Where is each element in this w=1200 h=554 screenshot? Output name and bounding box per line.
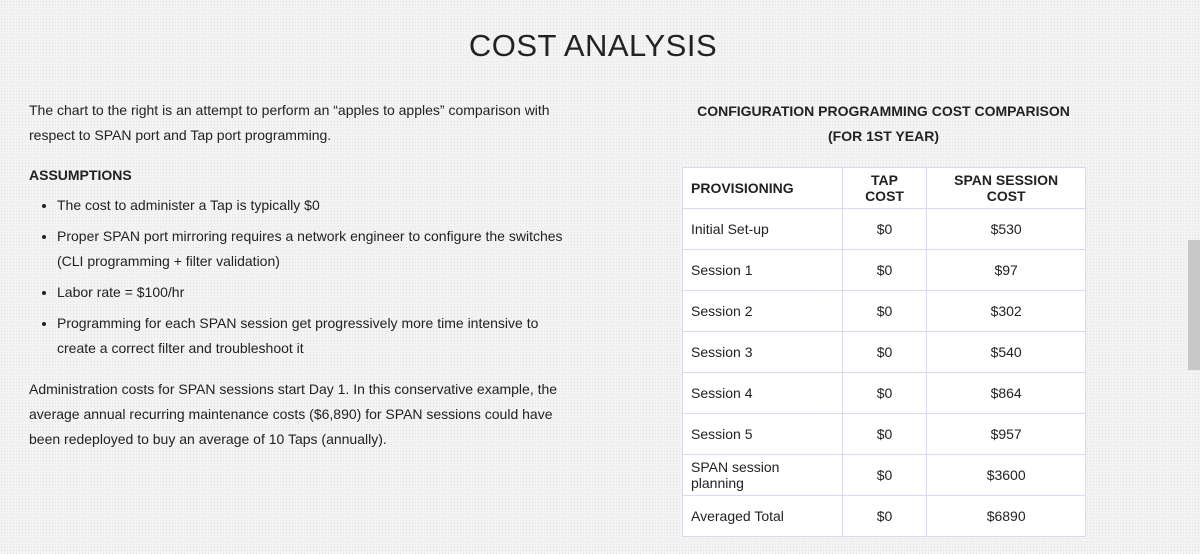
intro: The chart to the right is an attempt to … [29, 102, 550, 143]
table-title-line: (FOR 1ST YEAR) [828, 128, 939, 144]
table-row: Session 2 $0 $302 [682, 290, 1086, 332]
table-cell: $0 [841, 454, 928, 496]
page-title: COST ANALYSIS [468, 28, 718, 63]
header-cell: TAP COST [841, 167, 928, 209]
assumption: The cost to administer a Tap is typicall… [57, 193, 574, 218]
table-cell: Session 4 [682, 372, 843, 414]
left-column: The chart to the right is an attempt to … [29, 98, 574, 467]
header-row: PROVISIONING TAP COST SPAN SESSION COST [682, 167, 1086, 209]
table-cell: $0 [841, 249, 928, 291]
table-row: SPAN session planning $0 $3600 [682, 454, 1086, 496]
table-cell: $0 [841, 413, 928, 455]
table-row: Averaged Total $0 $6890 [682, 495, 1086, 537]
table-row: Session 4 $0 $864 [682, 372, 1086, 414]
table-cell: Session 2 [682, 290, 843, 332]
table-cell: $0 [841, 208, 928, 250]
table-cell: $530 [926, 208, 1086, 250]
table-cell: $0 [841, 372, 928, 414]
table-cell: Session 3 [682, 331, 843, 373]
assumption: Labor rate = $100/hr [57, 280, 574, 305]
table-title-line: CONFIGURATION PROGRAMMING COST COMPARISO… [697, 103, 1070, 119]
table-cell: Session 5 [682, 413, 843, 455]
table-cell: $97 [926, 249, 1086, 291]
table-row: Session 5 $0 $957 [682, 413, 1086, 455]
closing: Administration costs for SPAN sessions s… [29, 381, 558, 447]
table-cell: $302 [926, 290, 1086, 332]
table-cell: $540 [926, 331, 1086, 373]
table-cell: $6890 [926, 495, 1086, 537]
cost-table: PROVISIONING TAP COST SPAN SESSION COST Ini… [682, 167, 1086, 537]
table-cell: Averaged Total [682, 495, 843, 537]
table-cell: Initial Set-up [682, 208, 843, 250]
header-cell: SPAN SESSION COST [926, 167, 1086, 209]
table-cell: $864 [926, 372, 1086, 414]
assumption: Proper SPAN port mirroring requires a ne… [57, 224, 574, 274]
table-cell: SPAN session planning [682, 454, 843, 496]
table-cell: $0 [841, 495, 928, 537]
table-cell: $3600 [926, 454, 1086, 496]
scrollbar[interactable] [1188, 240, 1200, 370]
table-cell: Session 1 [682, 249, 843, 291]
table-cell: $0 [841, 331, 928, 373]
table-row: Session 1 $0 $97 [682, 249, 1086, 291]
assumption: Programming for each SPAN session get pr… [57, 311, 574, 361]
assumptions-heading: ASSUMPTIONS [29, 167, 132, 183]
assumptions-list: The cost to administer a Tap is typicall… [29, 193, 574, 361]
table-cell: $957 [926, 413, 1086, 455]
table-row: Initial Set-up $0 $530 [682, 208, 1086, 250]
table-cell: $0 [841, 290, 928, 332]
header-cell: PROVISIONING [682, 167, 843, 209]
table-title: CONFIGURATION PROGRAMMING COST COMPARISO… [682, 99, 1085, 149]
table-row: Session 3 $0 $540 [682, 331, 1086, 373]
